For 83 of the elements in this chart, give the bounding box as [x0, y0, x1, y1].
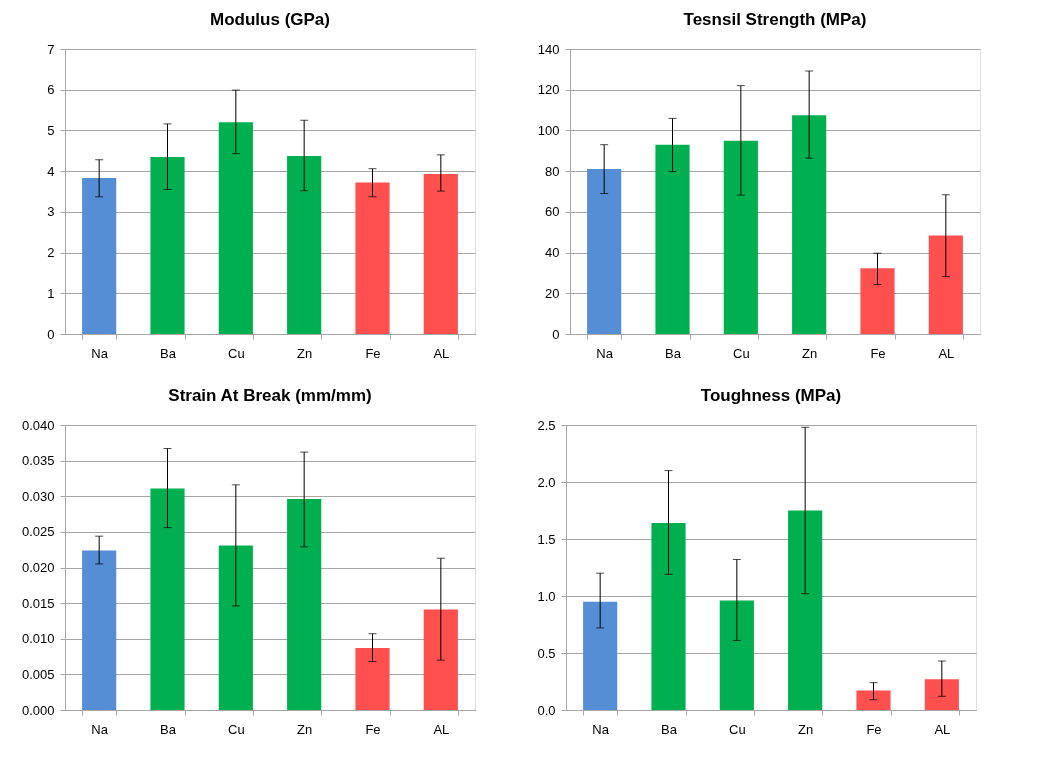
bar — [723, 140, 758, 334]
bar — [287, 499, 322, 710]
x-tick-label: Ba — [160, 345, 177, 361]
x-tick-label: Na — [592, 721, 610, 737]
y-tick-label: 2.0 — [537, 474, 556, 490]
y-tick-label: 140 — [537, 41, 560, 57]
y-tick-label: 5 — [47, 122, 55, 138]
bar — [150, 488, 185, 710]
bar — [860, 268, 895, 334]
x-tick-label: Cu — [733, 345, 750, 361]
y-tick-label: 1 — [47, 285, 55, 301]
y-tick-label: 40 — [545, 245, 560, 261]
y-tick-label: 0.035 — [21, 453, 55, 469]
y-tick-label: 100 — [537, 122, 560, 138]
x-tick-label: AL — [938, 345, 955, 361]
y-tick-label: 60 — [545, 204, 560, 220]
y-tick-label: 0.010 — [21, 631, 55, 647]
x-tick-label: Zn — [297, 345, 313, 361]
x-tick-label: Na — [596, 345, 614, 361]
bar — [583, 601, 618, 710]
y-tick-label: 0.015 — [21, 595, 55, 611]
y-tick-label: 120 — [537, 82, 560, 98]
x-tick-label: Zn — [297, 721, 313, 737]
x-tick-label: Zn — [798, 721, 814, 737]
x-tick-label: Fe — [365, 345, 381, 361]
x-tick-label: Fe — [365, 721, 381, 737]
bar — [423, 609, 458, 710]
y-tick-label: 7 — [47, 41, 55, 57]
x-tick-label: AL — [433, 345, 450, 361]
y-tick-label: 1.5 — [537, 531, 556, 547]
bar — [719, 600, 754, 710]
y-tick-label: 6 — [47, 82, 55, 98]
bar — [218, 122, 253, 334]
y-tick-label: 0.020 — [21, 560, 55, 575]
x-tick-label: Ba — [160, 721, 177, 737]
chart-title: Strain At Break (mm/mm) — [168, 386, 372, 405]
y-tick-label: 0.000 — [21, 702, 55, 718]
y-tick-label: 1.0 — [537, 588, 556, 604]
bar — [655, 144, 690, 334]
bar — [788, 510, 823, 710]
x-tick-label: Na — [91, 345, 109, 361]
bar — [287, 156, 322, 334]
x-tick-label: Ba — [661, 721, 678, 737]
bar — [150, 156, 185, 334]
bar — [792, 115, 827, 334]
x-tick-label: Ba — [665, 345, 682, 361]
y-tick-label: 2.5 — [537, 417, 556, 433]
y-tick-label: 0.030 — [21, 488, 55, 504]
x-tick-label: Cu — [228, 345, 245, 361]
chart-title: Toughness (MPa) — [700, 386, 842, 405]
y-tick-label: 0.0 — [537, 702, 556, 718]
bar — [82, 550, 117, 710]
y-tick-label: 80 — [545, 163, 560, 179]
y-tick-label: 20 — [545, 285, 560, 301]
y-tick-label: 4 — [47, 163, 55, 179]
x-tick-label: Cu — [729, 721, 746, 737]
x-tick-label: AL — [934, 721, 951, 737]
y-tick-label: 2 — [47, 245, 55, 261]
x-tick-label: Na — [91, 721, 109, 737]
bar — [587, 168, 622, 334]
bar — [423, 173, 458, 334]
x-tick-label: Cu — [228, 721, 245, 737]
y-tick-label: 0.005 — [21, 666, 55, 682]
chart-title: Modulus (GPa) — [210, 10, 330, 29]
bar — [355, 182, 390, 334]
bar — [856, 690, 891, 710]
y-tick-label: 0.5 — [537, 645, 556, 661]
chart-title: Tesnsil Strength (MPa) — [683, 10, 867, 29]
y-tick-label: 0.025 — [21, 524, 55, 540]
y-tick-label: 0 — [47, 326, 55, 342]
y-tick-label: 3 — [47, 204, 55, 220]
bar — [651, 523, 686, 710]
bar — [924, 679, 959, 710]
x-tick-label: AL — [433, 721, 450, 737]
y-tick-label: 0 — [552, 326, 560, 342]
x-tick-label: Fe — [866, 721, 882, 737]
bar — [928, 235, 963, 334]
x-tick-label: Zn — [802, 345, 818, 361]
bar — [82, 178, 117, 334]
bar — [218, 545, 253, 710]
x-tick-label: Fe — [870, 345, 886, 361]
bar — [355, 648, 390, 710]
y-tick-label: 0.040 — [21, 417, 55, 433]
